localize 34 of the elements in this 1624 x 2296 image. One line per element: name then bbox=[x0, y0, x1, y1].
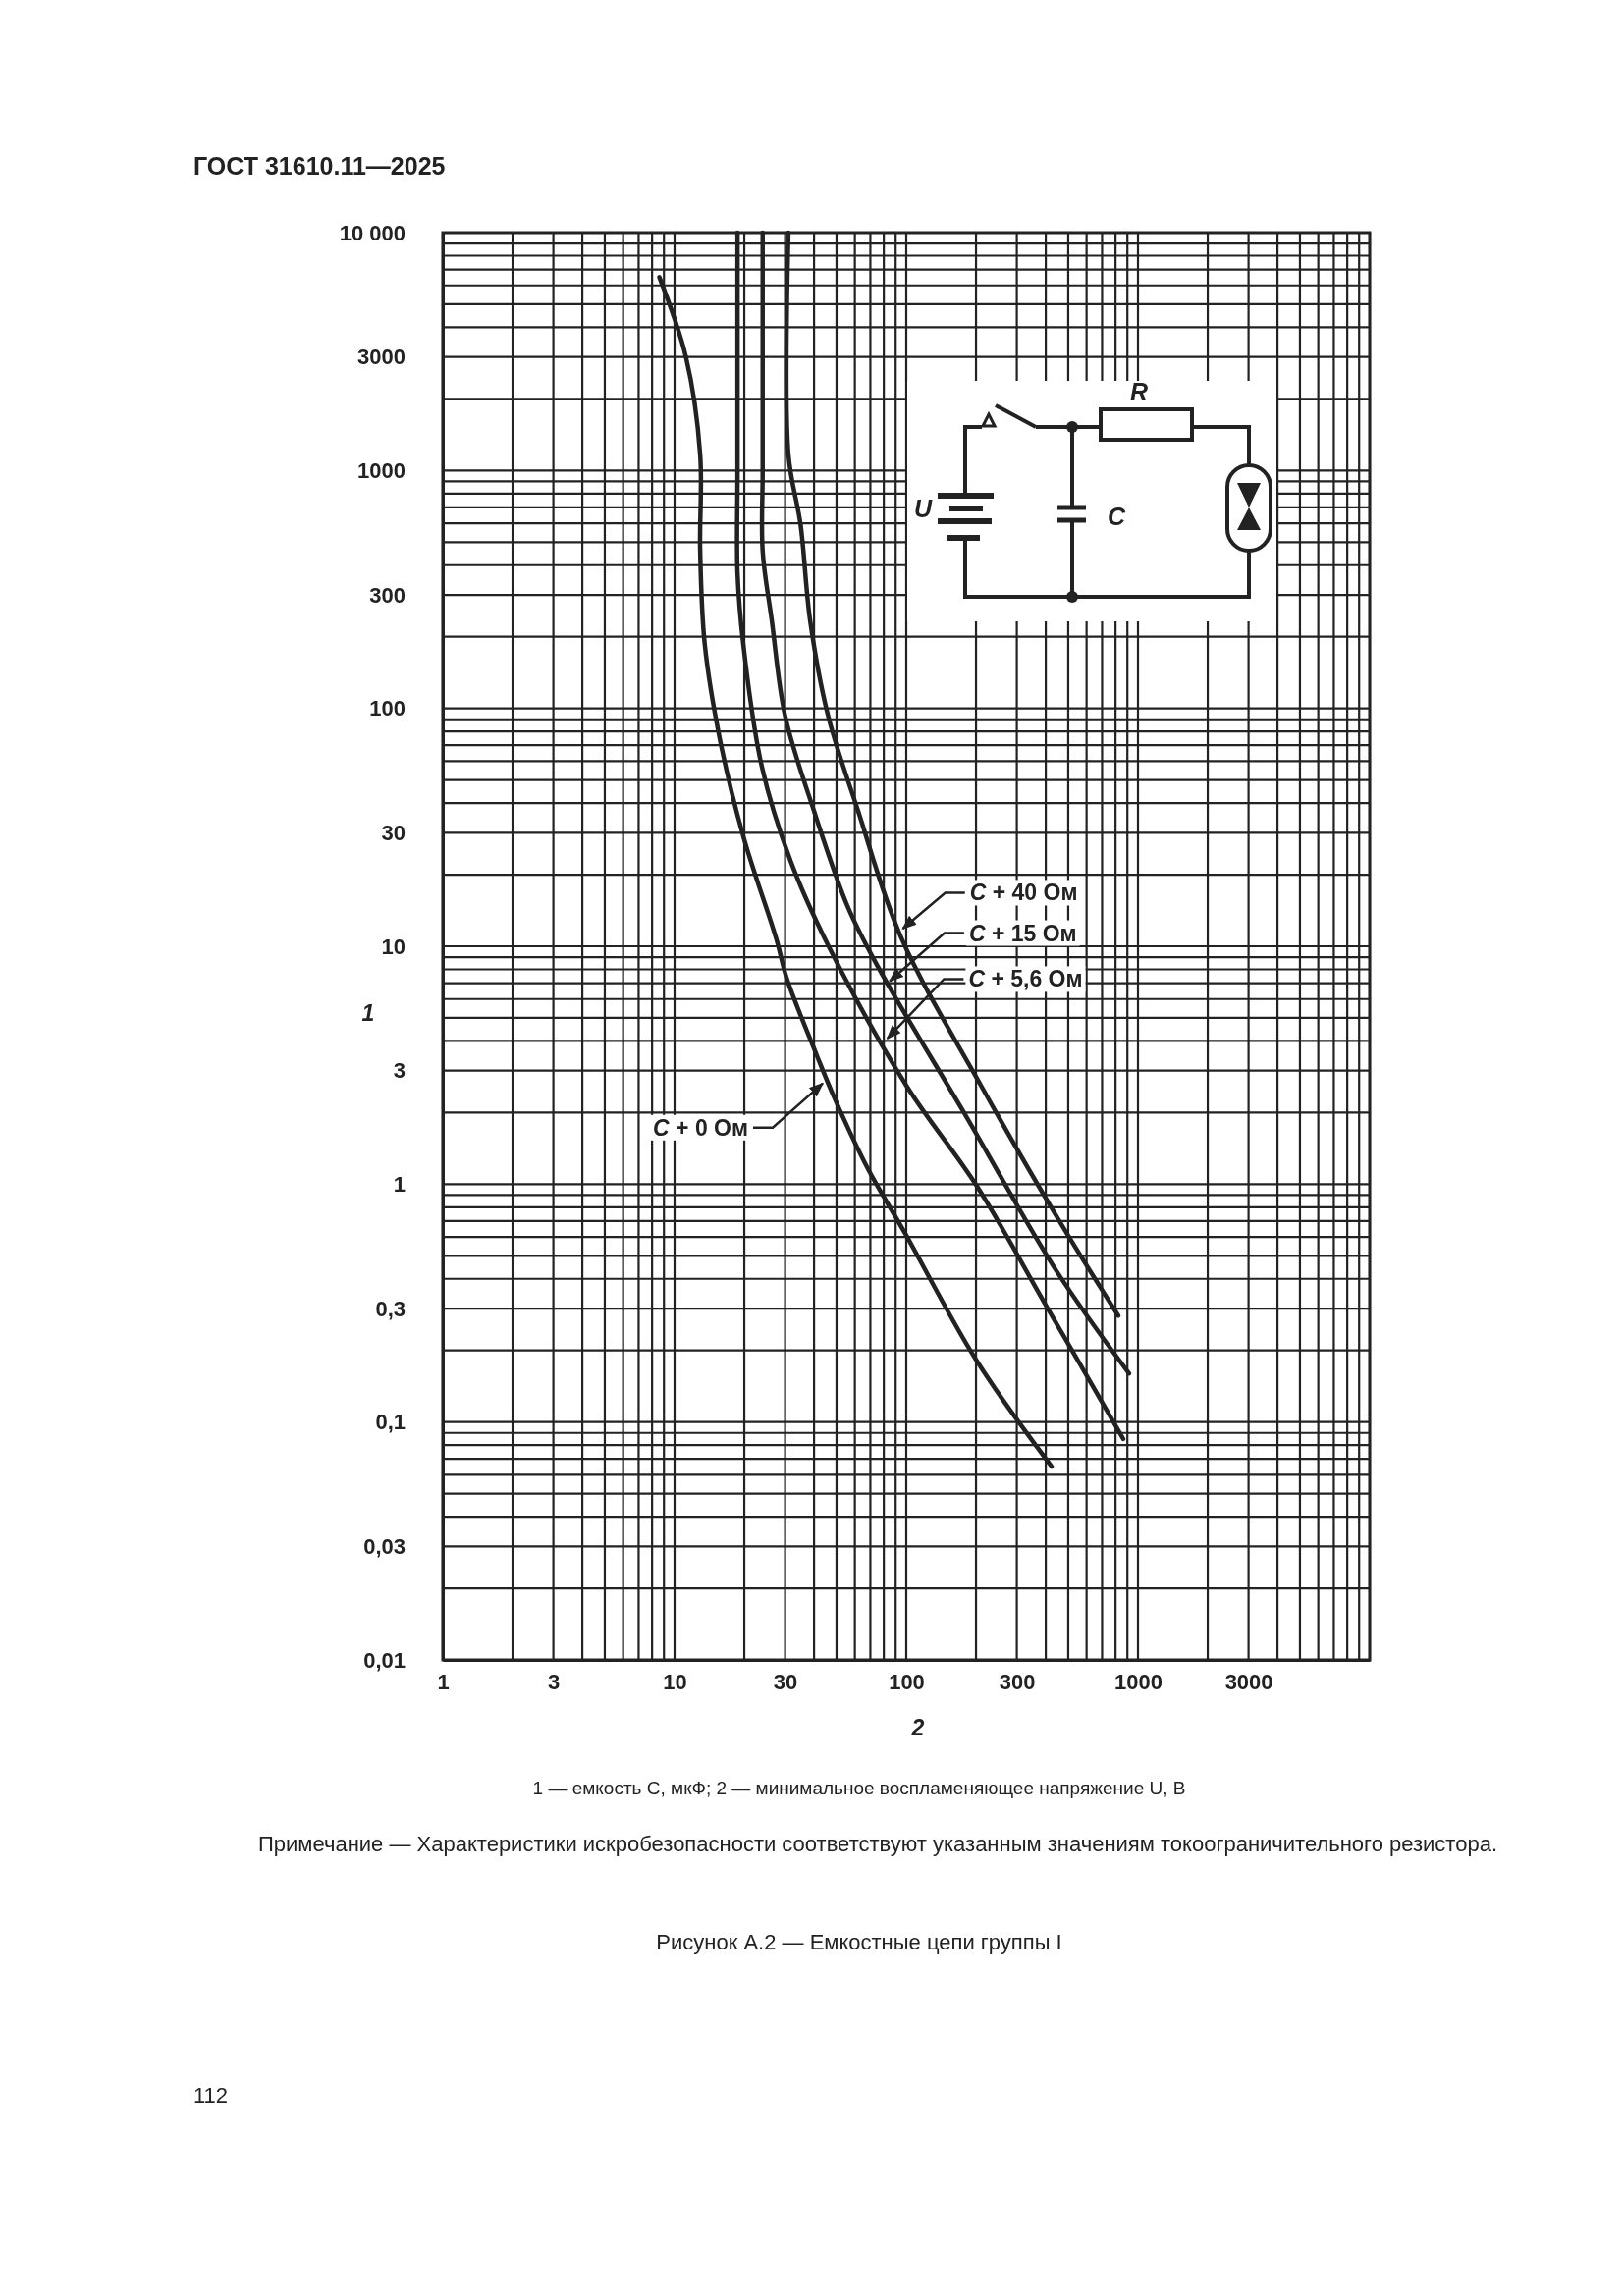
y-tick-label: 10 bbox=[381, 934, 406, 959]
text: Примечание — Характеристики искробезопасности соответствуют указанным значениям токоограничительного резистора. bbox=[257, 1831, 1498, 1858]
annotation: U bbox=[913, 495, 933, 522]
text: Рисунок А.2 — Емкостные цепи группы I bbox=[655, 1929, 1063, 1956]
annotation: C bbox=[1107, 503, 1126, 530]
annotation: C + 0 Ом bbox=[653, 1114, 749, 1141]
y-tick-label: 30 bbox=[381, 820, 406, 845]
x-tick-label: 300 bbox=[999, 1669, 1036, 1694]
y-tick-label: 3 bbox=[393, 1058, 406, 1084]
text: 112 bbox=[193, 2082, 230, 2109]
text: 1 — емкость C, мкФ; 2 — минимальное воспламеняющее напряжение U, В bbox=[531, 1777, 1187, 1800]
y-tick-label: 100 bbox=[369, 696, 406, 721]
y-tick-label: 300 bbox=[369, 582, 406, 608]
y-tick-label: 1 bbox=[393, 1171, 406, 1197]
x-tick-label: 1000 bbox=[1114, 1669, 1163, 1694]
x-axis-title: 2 bbox=[910, 1715, 925, 1740]
x-tick-label: 3 bbox=[547, 1669, 561, 1694]
x-tick-label: 3000 bbox=[1224, 1669, 1273, 1694]
x-tick-label: 1 bbox=[437, 1669, 450, 1694]
x-tick-label: 100 bbox=[889, 1669, 925, 1694]
x-tick-label: 10 bbox=[663, 1669, 687, 1694]
y-tick-label: 0,03 bbox=[363, 1533, 406, 1559]
annotation: C + 5,6 Ом bbox=[968, 966, 1083, 992]
y-tick-label: 0,01 bbox=[363, 1647, 406, 1673]
chart-title: ГОСТ 31610.11—2025 bbox=[193, 152, 446, 180]
x-tick-label: 30 bbox=[773, 1669, 798, 1694]
annotation: C + 40 Ом bbox=[969, 880, 1078, 906]
y-tick-label: 0,1 bbox=[375, 1410, 406, 1435]
y-tick-label: 10 000 bbox=[339, 220, 406, 245]
y-tick-label: 1000 bbox=[357, 457, 406, 483]
annotation: C + 15 Ом bbox=[968, 920, 1077, 946]
y-tick-label: 3000 bbox=[357, 345, 406, 370]
y-tick-label: 0,3 bbox=[375, 1296, 406, 1321]
annotation: R bbox=[1129, 378, 1149, 405]
